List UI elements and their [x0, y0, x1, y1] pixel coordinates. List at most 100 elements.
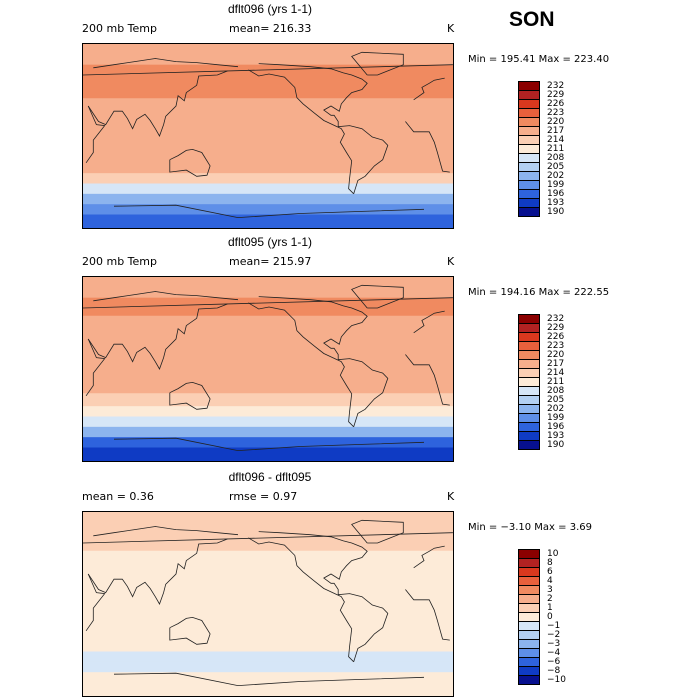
colorbar-tick-label: 217: [547, 126, 565, 136]
colorbar-tick-label: 0: [547, 612, 553, 622]
zonal-band: [83, 160, 453, 174]
zonal-band: [83, 82, 453, 99]
colorbar-tick-label: 226: [547, 99, 565, 109]
coastline: [413, 545, 445, 569]
min-max-label: Min = 195.41 Max = 223.40: [468, 54, 610, 65]
panel-dflt096: dflt096 (yrs 1-1) 200 mb Temp mean= 216.…: [0, 2, 700, 232]
colorbar-tick-label: 214: [547, 368, 565, 378]
coastline: [93, 291, 239, 302]
coastline: [87, 70, 228, 137]
map-plot: [82, 511, 454, 697]
rmse-label: rmse = 0.97: [229, 490, 298, 503]
colorbar-tick-label: 8: [547, 558, 553, 568]
zonal-band: [83, 628, 453, 642]
zonal-band: [83, 129, 453, 146]
colorbar-tick-label: 211: [547, 144, 565, 154]
colorbar-tick-label: 211: [547, 377, 565, 387]
map-plot: [82, 276, 454, 462]
coastline: [248, 302, 354, 428]
colorbar-tick-label: −1: [547, 621, 561, 631]
variable-label: 200 mb Temp: [82, 255, 158, 268]
colorbar-swatch: [518, 207, 540, 217]
units-label: K: [447, 490, 455, 503]
colorbar-tick-label: 3: [547, 585, 553, 595]
coastline: [405, 354, 450, 406]
colorbar-tick-label: −6: [547, 657, 561, 667]
colorbar-tick-label: 220: [547, 117, 565, 127]
colorbar-tick-label: 214: [547, 135, 565, 145]
map-svg: [83, 44, 453, 228]
panel-title: dflt096 - dflt095: [228, 470, 312, 484]
colorbar-tick-label: 202: [547, 171, 565, 181]
panel-dflt095: dflt095 (yrs 1-1) 200 mb Temp mean= 215.…: [0, 235, 700, 465]
coastline: [85, 338, 106, 397]
coastline: [237, 208, 425, 218]
colorbar-tick-label: −2: [547, 630, 561, 640]
colorbar-tick-label: 4: [547, 576, 553, 586]
coastline: [87, 303, 228, 370]
min-max-label: Min = −3.10 Max = 3.69: [468, 522, 592, 533]
zonal-band: [83, 426, 453, 438]
panel-difference: dflt096 - dflt095 mean = 0.36 rmse = 0.9…: [0, 470, 700, 700]
mean-label: mean= 215.97: [229, 255, 312, 268]
colorbar-tick-label: 208: [547, 386, 565, 396]
zonal-band: [83, 447, 453, 461]
colorbar-tick-label: −8: [547, 666, 561, 676]
colorbar-tick-label: −10: [547, 675, 566, 685]
coastline: [85, 105, 106, 164]
zonal-band: [83, 550, 453, 567]
coastline: [258, 63, 389, 194]
colorbar-tick-label: 196: [547, 189, 565, 199]
colorbar-tick-label: 190: [547, 207, 565, 217]
colorbar-tick-label: −3: [547, 639, 561, 649]
zonal-band: [83, 277, 453, 299]
zonal-band: [83, 581, 453, 598]
colorbar-tick-label: 226: [547, 332, 565, 342]
zonal-band: [83, 113, 453, 130]
map-plot: [82, 43, 454, 229]
min-max-label: Min = 194.16 Max = 222.55: [468, 287, 610, 298]
zonal-band: [83, 144, 453, 161]
colorbar-tick-label: 2: [547, 594, 553, 604]
coastline: [248, 537, 354, 663]
mean-label: mean= 216.33: [229, 22, 312, 35]
colorbar-tick-label: 232: [547, 81, 565, 91]
colorbar-tick-label: 190: [547, 440, 565, 450]
zonal-band: [83, 393, 453, 407]
coastline: [93, 526, 239, 537]
zonal-band: [83, 612, 453, 629]
zonal-band: [83, 214, 453, 228]
coastline: [83, 297, 453, 309]
colorbar-tick-label: 193: [547, 198, 565, 208]
zonal-band: [83, 173, 453, 184]
colorbar-tick-label: 229: [547, 323, 565, 333]
zonal-band: [83, 406, 453, 417]
zonal-band: [83, 98, 453, 115]
colorbar-tick-label: 196: [547, 422, 565, 432]
coastline: [113, 437, 239, 451]
coastline: [113, 204, 239, 218]
coastline: [405, 121, 450, 173]
coastline: [83, 532, 453, 544]
zonal-band: [83, 362, 453, 379]
map-svg: [83, 512, 453, 696]
colorbar-tick-label: 229: [547, 90, 565, 100]
zonal-band: [83, 597, 453, 614]
colorbar-swatch: [518, 440, 540, 450]
coastline: [351, 519, 404, 544]
colorbar-tick-label: 220: [547, 350, 565, 360]
coastline: [258, 531, 389, 662]
variable-label: 200 mb Temp: [82, 22, 158, 35]
colorbar-tick-label: 1: [547, 603, 553, 613]
coastline: [405, 589, 450, 641]
coastline: [413, 77, 445, 101]
colorbar-tick-label: 205: [547, 162, 565, 172]
zonal-band: [83, 437, 453, 448]
season-label: SON: [509, 8, 555, 31]
zonal-band: [83, 377, 453, 394]
colorbar-tick-label: 223: [547, 108, 565, 118]
colorbar-tick-label: 199: [547, 180, 565, 190]
colorbar-swatch: [518, 675, 540, 685]
panel-title: dflt095 (yrs 1-1): [227, 235, 313, 249]
zonal-band: [83, 672, 453, 683]
